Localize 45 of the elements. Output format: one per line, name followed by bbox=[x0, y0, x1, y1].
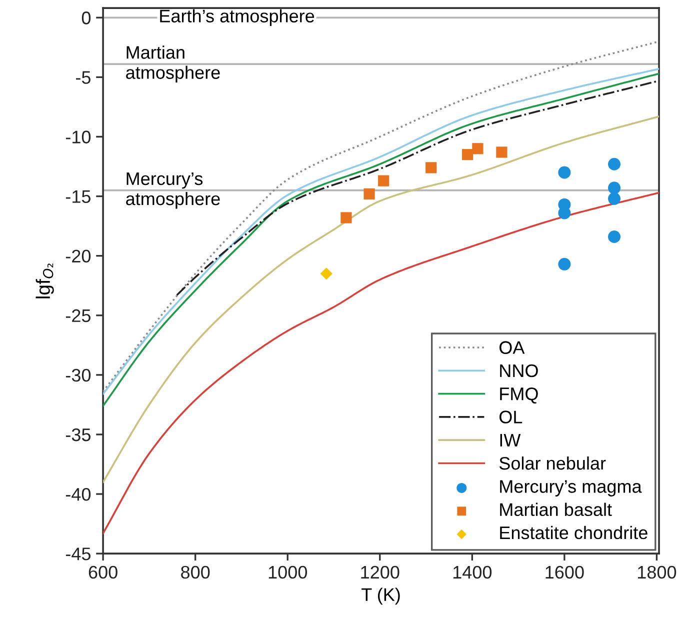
y-tick-label: -10 bbox=[66, 130, 91, 144]
point bbox=[320, 268, 332, 280]
y-tick-label: -20 bbox=[66, 250, 91, 263]
legend-label: NNO bbox=[500, 364, 538, 378]
y-axis-title: lgf$_{O₂}$ bbox=[36, 264, 54, 298]
point bbox=[496, 146, 508, 158]
point bbox=[608, 182, 621, 194]
legend-label: FMQ bbox=[500, 387, 538, 404]
x-tick-label: 600 bbox=[88, 566, 118, 579]
point bbox=[340, 212, 352, 224]
point bbox=[472, 143, 484, 154]
legend-label: Enstatite chondrite bbox=[500, 526, 648, 540]
x-tick-label: 1000 bbox=[268, 566, 307, 579]
ref-line-label: Earth’s atmosphere bbox=[160, 9, 314, 26]
point bbox=[608, 158, 621, 170]
x-tick-label: 1600 bbox=[546, 566, 584, 579]
x-tick-label: 1200 bbox=[361, 566, 400, 579]
point bbox=[608, 192, 621, 205]
legend-label: Martian basalt bbox=[500, 502, 612, 516]
x-tick-label: 1400 bbox=[453, 566, 492, 579]
point bbox=[462, 149, 474, 160]
y-tick-label: -5 bbox=[76, 71, 90, 84]
y-tick-label: -35 bbox=[66, 428, 90, 442]
y-tick-label: 0 bbox=[82, 12, 91, 24]
x-axis-title: T (K) bbox=[362, 588, 400, 605]
point bbox=[558, 166, 571, 179]
point bbox=[364, 188, 375, 200]
x-tick-label: 800 bbox=[181, 566, 210, 579]
ref-line-label: Martian atmosphere bbox=[126, 46, 220, 83]
y-tick-label: -40 bbox=[66, 488, 91, 501]
point bbox=[558, 258, 571, 270]
legend-label: IW bbox=[500, 434, 521, 446]
point bbox=[426, 162, 437, 174]
legend-label: Solar nebular bbox=[499, 456, 606, 470]
ref-line-label: Mercury’s atmosphere bbox=[126, 172, 220, 209]
y-tick-label: -25 bbox=[66, 309, 90, 322]
y-tick-label: -15 bbox=[66, 190, 90, 203]
legend-label: Mercury’s magma bbox=[500, 480, 642, 496]
point bbox=[608, 230, 621, 244]
legend-label: OA bbox=[500, 341, 525, 354]
x-tick-label: 1800 bbox=[638, 566, 676, 579]
y-tick-label: -45 bbox=[66, 548, 90, 560]
y-tick-label: -30 bbox=[66, 368, 91, 382]
legend-label: OL bbox=[500, 410, 522, 424]
point bbox=[378, 175, 390, 186]
